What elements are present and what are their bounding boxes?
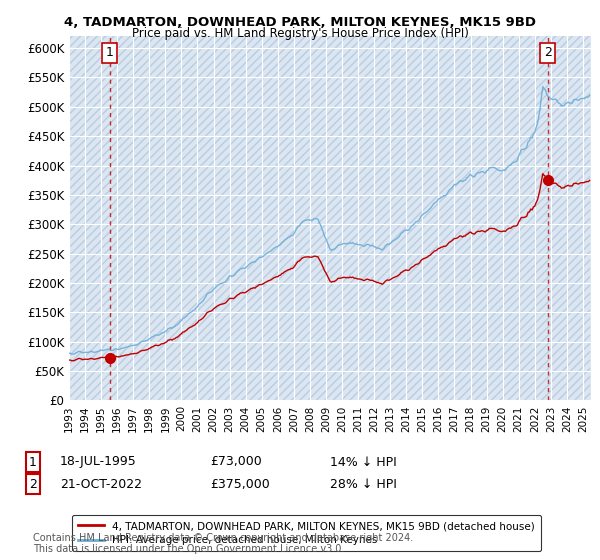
Text: £73,000: £73,000 [210,455,262,469]
Text: 2: 2 [29,478,37,491]
Text: 18-JUL-1995: 18-JUL-1995 [60,455,137,469]
Legend: 4, TADMARTON, DOWNHEAD PARK, MILTON KEYNES, MK15 9BD (detached house), HPI: Aver: 4, TADMARTON, DOWNHEAD PARK, MILTON KEYN… [71,515,541,552]
Text: 28% ↓ HPI: 28% ↓ HPI [330,478,397,491]
Text: 21-OCT-2022: 21-OCT-2022 [60,478,142,491]
Text: £375,000: £375,000 [210,478,270,491]
Text: Price paid vs. HM Land Registry's House Price Index (HPI): Price paid vs. HM Land Registry's House … [131,27,469,40]
Text: 4, TADMARTON, DOWNHEAD PARK, MILTON KEYNES, MK15 9BD: 4, TADMARTON, DOWNHEAD PARK, MILTON KEYN… [64,16,536,29]
Text: 14% ↓ HPI: 14% ↓ HPI [330,455,397,469]
Text: Contains HM Land Registry data © Crown copyright and database right 2024.
This d: Contains HM Land Registry data © Crown c… [33,533,413,554]
Text: 2: 2 [544,46,551,59]
Text: 1: 1 [106,46,114,59]
Text: 1: 1 [29,455,37,469]
